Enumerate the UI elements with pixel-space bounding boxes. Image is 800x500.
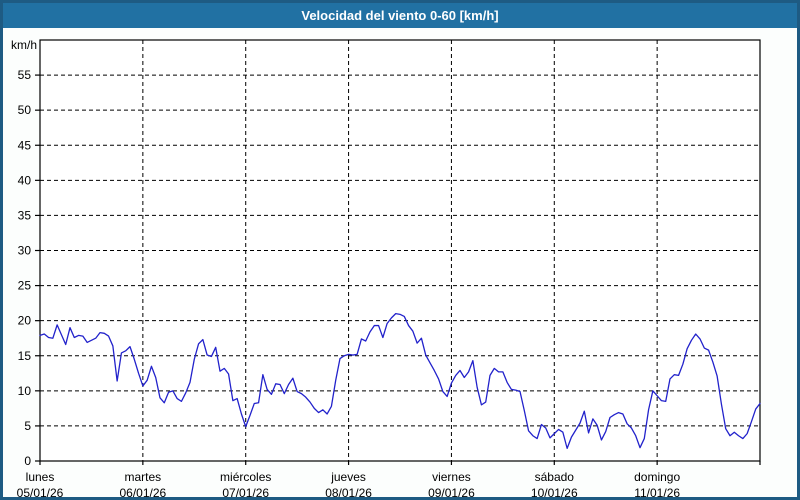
y-tick-label: 40	[18, 173, 32, 187]
y-tick-label: 0	[24, 454, 31, 468]
y-tick-label: 20	[18, 314, 32, 328]
x-day-label: sábado	[535, 470, 575, 484]
x-date-label: 07/01/26	[222, 486, 269, 500]
x-date-label: 09/01/26	[428, 486, 475, 500]
x-day-label: viernes	[432, 470, 471, 484]
y-tick-label: 25	[18, 279, 32, 293]
x-date-label: 05/01/26	[17, 486, 64, 500]
x-day-label: jueves	[330, 470, 366, 484]
y-tick-label: 30	[18, 244, 32, 258]
x-date-label: 10/01/26	[531, 486, 578, 500]
x-day-label: lunes	[26, 470, 55, 484]
x-date-label: 08/01/26	[325, 486, 372, 500]
y-tick-label: 50	[18, 103, 32, 117]
wind-speed-line	[39, 312, 761, 450]
x-day-label: martes	[125, 470, 162, 484]
chart-title-bar: Velocidad del viento 0-60 [km/h]	[3, 3, 797, 28]
chart-title: Velocidad del viento 0-60 [km/h]	[301, 8, 499, 23]
x-date-label: 11/01/26	[634, 486, 680, 500]
y-tick-label: 35	[18, 208, 32, 222]
y-tick-label: 15	[18, 349, 32, 363]
y-axis-unit-label: km/h	[11, 38, 37, 52]
x-day-label: miércoles	[220, 470, 271, 484]
x-date-label: 06/01/26	[119, 486, 166, 500]
y-tick-label: 10	[18, 384, 32, 398]
y-tick-label: 5	[24, 419, 31, 433]
y-tick-label: 45	[18, 138, 32, 152]
x-day-label: domingo	[634, 470, 680, 484]
y-tick-label: 55	[18, 68, 32, 82]
